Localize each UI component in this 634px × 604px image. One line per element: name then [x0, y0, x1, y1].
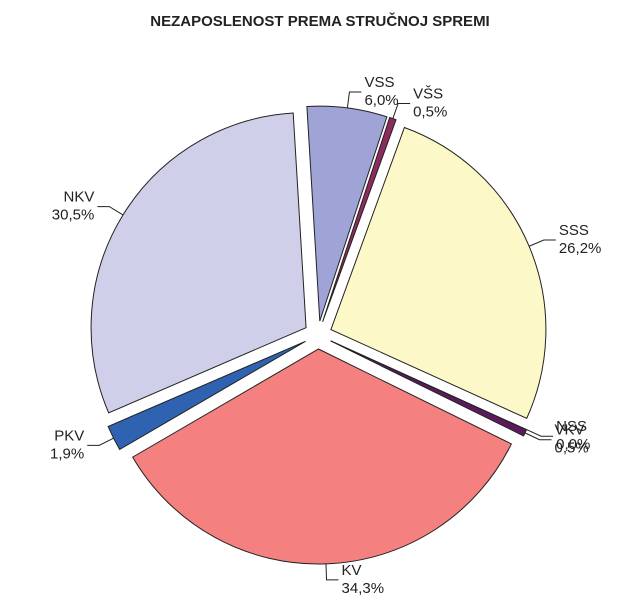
slice-value-label: 0,5% [554, 440, 588, 457]
slice-label: KV [342, 562, 362, 579]
leader-line [87, 437, 114, 446]
slice-value-label: 6,0% [364, 92, 398, 109]
leader-line [528, 239, 556, 247]
slice-value-label: 0,5% [413, 103, 447, 120]
slice-value-label: 1,9% [50, 445, 84, 462]
pie-slice [330, 340, 528, 437]
slice-label: VSS [364, 74, 394, 91]
slice-label: VŠS [413, 85, 443, 102]
leader-line [392, 102, 411, 119]
slice-value-label: 30,5% [52, 207, 95, 224]
pie-slice [330, 126, 547, 420]
slice-value-label: 0,0% [556, 436, 590, 453]
leader-line [97, 206, 124, 216]
slice-label: SSS [559, 222, 589, 239]
slice-label: PKV [54, 427, 84, 444]
leader-line [524, 432, 552, 441]
leader-line [325, 563, 339, 581]
slice-label: NSS [556, 418, 587, 435]
slice-label: NKV [63, 189, 94, 206]
pie-slice [90, 112, 307, 414]
chart-title: NEZAPOSLENOST PREMA STRUČNOJ SPREMI [150, 12, 489, 30]
pie-slice [322, 116, 397, 322]
slice-label: VKV [554, 422, 584, 439]
leader-line [346, 91, 362, 108]
slice-value-label: 26,2% [559, 240, 602, 257]
pie-slice [306, 105, 388, 322]
slice-value-label: 34,3% [342, 580, 385, 597]
leader-line [526, 429, 554, 437]
